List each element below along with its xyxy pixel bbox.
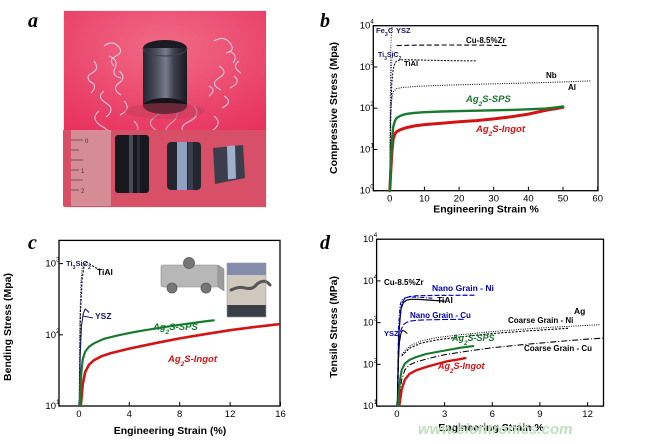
svg-text:0: 0 bbox=[370, 184, 374, 191]
svg-text:10: 10 bbox=[363, 234, 374, 245]
svg-text:Cu-8.5%Zr: Cu-8.5%Zr bbox=[466, 36, 506, 45]
svg-text:6: 6 bbox=[490, 409, 495, 420]
svg-text:Coarse Grain - Ni: Coarse Grain - Ni bbox=[508, 316, 573, 325]
svg-text:TiAl: TiAl bbox=[404, 59, 418, 68]
svg-text:60: 60 bbox=[592, 194, 603, 205]
svg-text:Ag2S-SPS: Ag2S-SPS bbox=[465, 94, 511, 108]
svg-text:10: 10 bbox=[363, 401, 374, 412]
svg-text:Nano Grain - Ni: Nano Grain - Ni bbox=[432, 283, 494, 293]
svg-text:Ag2S-SPS: Ag2S-SPS bbox=[152, 322, 198, 336]
svg-text:10: 10 bbox=[45, 259, 56, 270]
svg-text:www.elontronics.com: www.elontronics.com bbox=[418, 421, 572, 438]
svg-text:Ag2S-Ingot: Ag2S-Ingot bbox=[437, 361, 485, 375]
svg-text:Ag: Ag bbox=[574, 306, 585, 316]
svg-text:Ti3SiC2: Ti3SiC2 bbox=[66, 259, 91, 271]
svg-text:10: 10 bbox=[363, 359, 374, 370]
svg-text:Engineering Strain %: Engineering Strain % bbox=[433, 204, 539, 216]
svg-text:8: 8 bbox=[177, 409, 182, 420]
svg-text:50: 50 bbox=[558, 194, 569, 205]
svg-text:10: 10 bbox=[363, 318, 374, 329]
svg-text:TiAl: TiAl bbox=[437, 295, 453, 305]
svg-text:Coarse Grain - Cu: Coarse Grain - Cu bbox=[524, 344, 592, 353]
svg-text:3: 3 bbox=[370, 60, 374, 67]
svg-text:10: 10 bbox=[360, 186, 371, 197]
svg-text:4: 4 bbox=[370, 19, 374, 26]
svg-text:10: 10 bbox=[45, 401, 56, 412]
svg-text:YSZ: YSZ bbox=[396, 26, 411, 35]
svg-text:10: 10 bbox=[45, 330, 56, 341]
svg-text:16: 16 bbox=[275, 409, 286, 420]
svg-text:3: 3 bbox=[442, 409, 447, 420]
svg-text:YSZ: YSZ bbox=[384, 329, 399, 338]
svg-text:10: 10 bbox=[360, 62, 371, 73]
svg-text:10: 10 bbox=[363, 276, 374, 287]
svg-text:0: 0 bbox=[76, 409, 81, 420]
svg-text:Ag2S-SPS: Ag2S-SPS bbox=[451, 333, 494, 347]
svg-text:Al: Al bbox=[568, 83, 576, 92]
svg-text:3: 3 bbox=[56, 257, 60, 264]
svg-text:Engineering Strain (%): Engineering Strain (%) bbox=[114, 425, 227, 437]
svg-text:TiAl: TiAl bbox=[97, 267, 113, 277]
svg-text:4: 4 bbox=[127, 409, 132, 420]
svg-text:2: 2 bbox=[370, 101, 374, 108]
svg-text:Tensile Stress (MPa): Tensile Stress (MPa) bbox=[328, 276, 340, 378]
svg-text:Fe3C: Fe3C bbox=[376, 26, 394, 38]
svg-text:1: 1 bbox=[56, 399, 60, 406]
svg-text:4: 4 bbox=[374, 232, 378, 239]
svg-text:Nano Grain - Cu: Nano Grain - Cu bbox=[410, 311, 471, 320]
svg-text:9: 9 bbox=[537, 409, 542, 420]
svg-text:10: 10 bbox=[419, 194, 430, 205]
svg-text:Ag2S-Ingot: Ag2S-Ingot bbox=[167, 354, 218, 368]
svg-text:1: 1 bbox=[374, 399, 378, 406]
svg-text:3: 3 bbox=[374, 316, 378, 323]
svg-text:12: 12 bbox=[225, 409, 236, 420]
svg-text:2: 2 bbox=[374, 357, 378, 364]
svg-text:12: 12 bbox=[582, 409, 593, 420]
svg-text:Ti3SiC2: Ti3SiC2 bbox=[378, 52, 402, 62]
svg-text:YSZ: YSZ bbox=[95, 311, 112, 321]
svg-text:0: 0 bbox=[394, 409, 399, 420]
svg-text:10: 10 bbox=[360, 103, 371, 114]
svg-text:10: 10 bbox=[360, 144, 371, 155]
svg-text:4: 4 bbox=[374, 274, 378, 281]
svg-text:1: 1 bbox=[370, 142, 374, 149]
svg-text:0: 0 bbox=[387, 194, 392, 205]
svg-text:Nb: Nb bbox=[546, 71, 557, 80]
svg-text:Cu-8.5%Zr: Cu-8.5%Zr bbox=[384, 278, 424, 287]
svg-text:10: 10 bbox=[360, 21, 371, 32]
svg-text:2: 2 bbox=[56, 328, 60, 335]
svg-text:Bending Stress (Mpa): Bending Stress (Mpa) bbox=[2, 273, 14, 381]
svg-text:Compressive Stress (Mpa): Compressive Stress (Mpa) bbox=[328, 42, 340, 174]
svg-text:Ag2S-Ingot: Ag2S-Ingot bbox=[475, 124, 526, 138]
